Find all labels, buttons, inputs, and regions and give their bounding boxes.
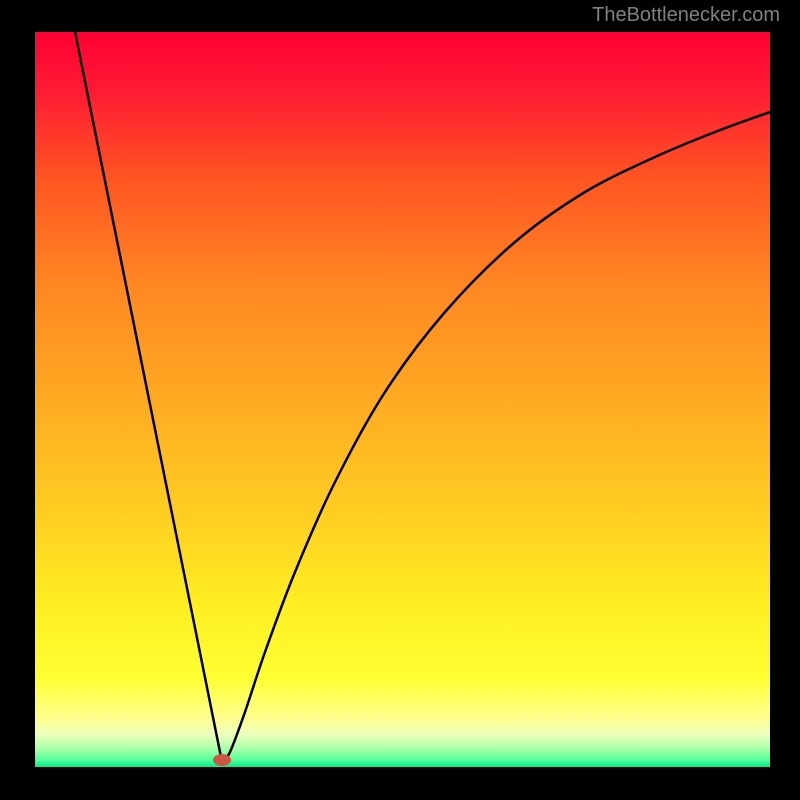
curve-line xyxy=(35,32,770,767)
chart-plot-area xyxy=(35,32,770,767)
minimum-marker xyxy=(213,754,231,766)
watermark-text: TheBottlenecker.com xyxy=(592,4,780,27)
